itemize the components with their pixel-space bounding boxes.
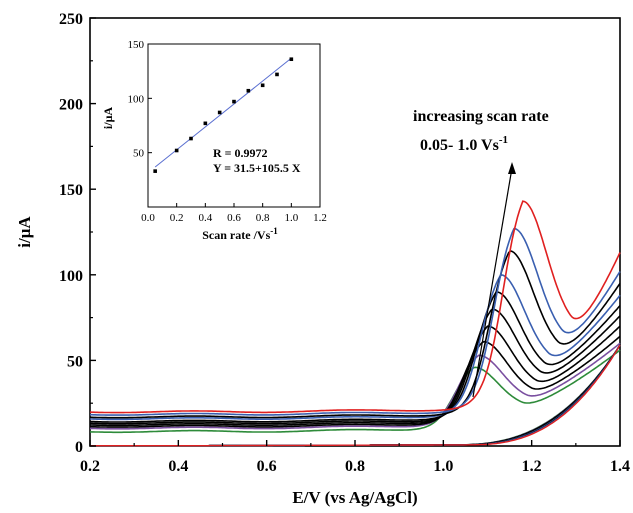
main-y-tick-label: 50 [67,353,83,370]
inset-data-points [153,57,294,173]
main-y-tick-label: 250 [59,11,83,28]
inset-y-tick-label: 100 [128,93,145,105]
inset-r-value: R = 0.9972 [213,146,268,160]
inset-data-point [289,57,294,62]
cv-forward-curve-9 [89,200,621,414]
inset-x-tick-label: 1.0 [284,212,298,224]
main-x-axis-title: E/V (vs Ag/AgCl) [292,488,417,507]
inset-plot-frame [147,43,321,208]
inset-x-tick-label: 0.6 [227,212,241,224]
main-x-tick-label: 1.0 [433,458,453,475]
inset-plot: 0.0 0.2 0.4 0.6 0.8 1.0 1.2 50 100 150 Scan rate… [101,39,327,242]
cv-forward-curve-4 [90,308,621,425]
inset-x-tick-label: 0.4 [198,212,212,224]
scan-rate-arrow-head [508,162,516,174]
main-y-tick-label: 200 [59,97,83,114]
inset-y-tick-label: 50 [133,148,145,160]
main-x-ticks: 0.2 0.4 0.6 0.8 1.0 1.2 1.4 [80,440,630,475]
cv-forward-curve-3 [90,325,621,427]
main-y-tick-label: 0 [75,439,83,456]
inset-y-axis-title: i/μA [101,107,115,129]
cv-forward-curve-5 [89,291,621,423]
main-y-axis-title: i/μA [15,216,34,248]
inset-data-point [203,121,208,126]
scan-rate-arrow-line [472,167,513,398]
inset-data-point [246,88,251,93]
inset-data-point [189,136,193,141]
cv-forward-curve-1 [90,342,621,430]
main-x-tick-label: 0.2 [80,458,100,475]
main-x-tick-label: 1.2 [522,458,542,475]
increasing-scan-rate-label: increasing scan rate [413,108,549,125]
inset-data-point [260,83,265,88]
inset-data-point [275,72,279,77]
inset-fit-equation: Y = 31.5+105.5 X [213,161,301,175]
cv-forward-curve-7 [90,249,621,419]
inset-y-ticks: 50 100 150 [128,39,152,160]
inset-x-tick-label: 1.2 [313,212,327,224]
inset-x-axis-title: Scan rate /Vs-1 [202,226,278,242]
cv-forward-curve-6 [90,274,621,421]
inset-x-tick-label: 0.8 [256,212,270,224]
cv-forward-curve-0 [89,349,621,434]
inset-data-point [153,169,157,173]
scan-rate-range-label: 0.05- 1.0 Vs-1 [420,134,508,154]
main-x-tick-label: 0.8 [345,458,365,475]
inset-data-point [232,99,236,104]
main-y-tick-label: 100 [59,268,83,285]
inset-y-tick-label: 150 [128,39,145,51]
cv-forward-curve-2 [90,335,621,428]
cv-forward-curve-8 [90,227,621,416]
inset-data-point [217,110,222,115]
main-x-tick-label: 1.4 [610,458,630,475]
inset-x-tick-label: 0.0 [141,212,155,224]
main-x-tick-label: 0.6 [257,458,277,475]
main-y-tick-label: 150 [59,182,83,199]
inset-x-ticks: 0.0 0.2 0.4 0.6 0.8 1.0 1.2 [141,203,327,224]
inset-data-point [174,148,179,153]
inset-x-tick-label: 0.2 [170,212,184,224]
main-x-tick-label: 0.4 [168,458,188,475]
main-curves [89,200,621,447]
main-y-ticks: 0 50 100 150 200 250 [59,11,96,456]
